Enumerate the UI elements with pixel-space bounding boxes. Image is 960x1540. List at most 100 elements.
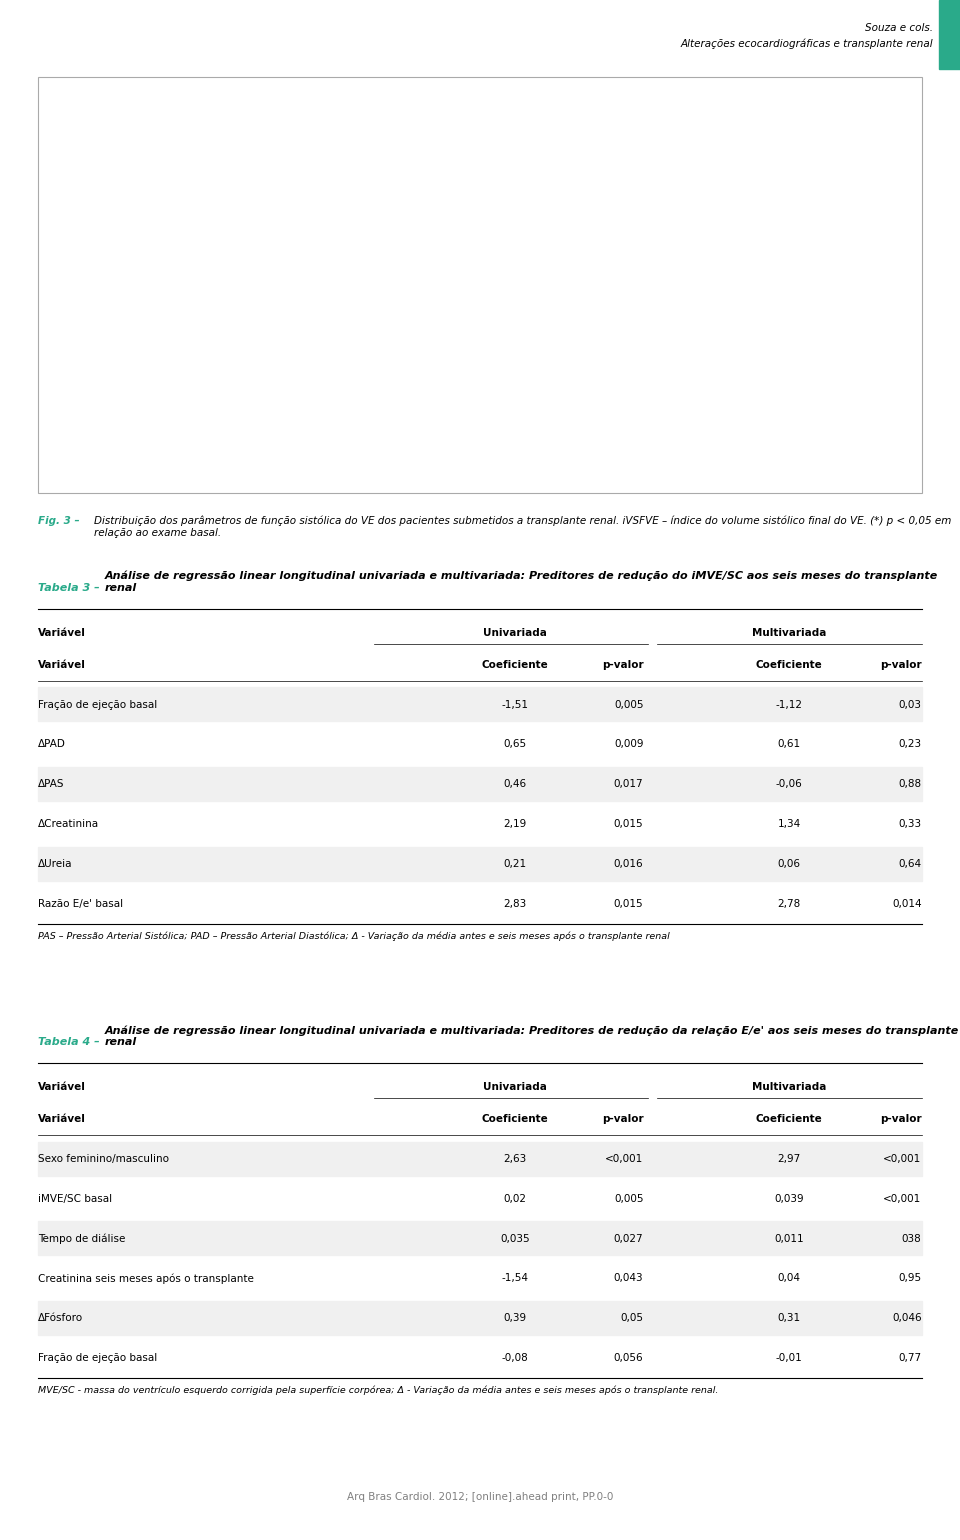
Text: Arq Bras Cardiol. 2012; [online].ahead print, PP.0-0: Arq Bras Cardiol. 2012; [online].ahead p… [347, 1492, 613, 1502]
Text: <0,001: <0,001 [605, 1153, 643, 1164]
Text: <0,001: <0,001 [883, 1194, 922, 1204]
Text: 21,9: 21,9 [676, 376, 695, 385]
Text: Univariada: Univariada [484, 628, 547, 638]
Text: iMVE/SC basal: iMVE/SC basal [38, 1194, 112, 1204]
Text: 69,7: 69,7 [146, 99, 165, 106]
Text: 0,77: 0,77 [899, 1354, 922, 1363]
Text: 0,016: 0,016 [613, 859, 643, 869]
Text: Variável: Variável [38, 628, 86, 638]
Text: Coeficiente: Coeficiente [756, 1113, 823, 1124]
Bar [440, 291, 470, 470]
Bar [336, 314, 367, 470]
Legend: basal, um mês, três meses, seis meses: basal, um mês, três meses, seis meses [755, 145, 850, 222]
Text: Coeficiente: Coeficiente [482, 1113, 549, 1124]
Text: ΔCreatinina: ΔCreatinina [38, 819, 100, 829]
Text: 0,39: 0,39 [504, 1314, 527, 1323]
Text: Souza e cols.: Souza e cols. [865, 23, 933, 32]
Text: ΔPAD: ΔPAD [38, 739, 66, 750]
Text: Tabela 3 –: Tabela 3 – [38, 584, 104, 593]
Text: 36,7: 36,7 [342, 303, 361, 313]
Text: Tabela 4 –: Tabela 4 – [38, 1038, 104, 1047]
Text: Fração de ejeção basal: Fração de ejeção basal [38, 1354, 157, 1363]
Text: 0,005: 0,005 [613, 1194, 643, 1204]
Text: 39,9: 39,9 [376, 271, 396, 280]
Text: 0,23: 0,23 [899, 739, 922, 750]
Text: Sexo feminino/masculino: Sexo feminino/masculino [38, 1153, 169, 1164]
Bar [106, 146, 136, 470]
Bar [405, 293, 436, 470]
Text: *: * [452, 276, 458, 285]
Text: Análise de regressão linear longitudinal univariada e multivariada: Preditores d: Análise de regressão linear longitudinal… [105, 1026, 959, 1047]
Text: *: * [613, 368, 619, 377]
Text: 40,8: 40,8 [445, 266, 465, 274]
Text: p-valor: p-valor [602, 1113, 643, 1124]
Text: 71,1: 71,1 [215, 89, 234, 99]
Text: 0,88: 0,88 [899, 779, 922, 788]
Text: Razão E/e' basal: Razão E/e' basal [38, 899, 124, 909]
Text: Coeficiente: Coeficiente [482, 659, 549, 670]
Text: -1,54: -1,54 [502, 1274, 529, 1283]
Text: 0,06: 0,06 [778, 859, 801, 869]
Text: 0,056: 0,056 [613, 1354, 643, 1363]
Text: Análise de regressão linear longitudinal univariada e multivariada: Preditores d: Análise de regressão linear longitudinal… [105, 571, 938, 593]
Text: 0,61: 0,61 [778, 739, 801, 750]
Text: 0,02: 0,02 [504, 1194, 527, 1204]
Text: p-valor: p-valor [602, 659, 643, 670]
Text: 0,95: 0,95 [899, 1274, 922, 1283]
Text: 2,97: 2,97 [778, 1153, 801, 1164]
Text: 2,83: 2,83 [504, 899, 527, 909]
Text: Multivariada: Multivariada [752, 628, 827, 638]
Text: 0,005: 0,005 [613, 699, 643, 710]
Text: Distribuição dos parâmetros de função sistólica do VE dos pacientes submetidos a: Distribuição dos parâmetros de função si… [94, 516, 951, 537]
Bar [566, 354, 597, 470]
Text: <0,001: <0,001 [883, 1153, 922, 1164]
Text: 0,015: 0,015 [613, 819, 643, 829]
Text: 0,014: 0,014 [892, 899, 922, 909]
Text: Variável: Variável [38, 659, 86, 670]
Text: 40,5: 40,5 [411, 268, 430, 276]
Text: 038: 038 [901, 1234, 922, 1243]
Text: Coeficiente: Coeficiente [756, 659, 823, 670]
Text: *: * [153, 108, 158, 117]
Text: 0,011: 0,011 [775, 1234, 804, 1243]
Text: 0,31: 0,31 [778, 1314, 801, 1323]
Bar [636, 394, 666, 470]
Text: *: * [383, 280, 389, 291]
Text: Fração de ejeção basal: Fração de ejeção basal [38, 699, 157, 710]
Text: ΔUreia: ΔUreia [38, 859, 73, 869]
Text: 0,03: 0,03 [899, 699, 922, 710]
Text: 0,21: 0,21 [504, 859, 527, 869]
Text: 23,0: 23,0 [641, 370, 660, 377]
Text: 0,046: 0,046 [892, 1314, 922, 1323]
Text: Multivariada: Multivariada [752, 1083, 827, 1092]
Text: p-valor: p-valor [880, 659, 922, 670]
Text: 2,63: 2,63 [504, 1153, 527, 1164]
Text: -1,12: -1,12 [776, 699, 803, 710]
Text: Fig. 3 –: Fig. 3 – [38, 516, 84, 525]
Text: *: * [648, 379, 654, 388]
Text: 0,46: 0,46 [504, 779, 527, 788]
Text: ΔPAS: ΔPAS [38, 779, 65, 788]
Text: 0,65: 0,65 [504, 739, 527, 750]
Text: p-valor: p-valor [880, 1113, 922, 1124]
Text: 2,78: 2,78 [778, 899, 801, 909]
Text: PAS – Pressão Arterial Sistólica; PAD – Pressão Arterial Diastólica; Δ - Variaçã: PAS – Pressão Arterial Sistólica; PAD – … [38, 932, 670, 941]
Text: *: * [683, 385, 688, 394]
Text: ΔFósforo: ΔFósforo [38, 1314, 84, 1323]
Text: Variável: Variável [38, 1113, 86, 1124]
Bar [175, 116, 205, 470]
Text: 0,05: 0,05 [620, 1314, 643, 1323]
Text: -0,08: -0,08 [502, 1354, 529, 1363]
Text: 0,039: 0,039 [775, 1194, 804, 1204]
Text: 0,009: 0,009 [613, 739, 643, 750]
Text: 29,9: 29,9 [572, 343, 591, 351]
Bar [140, 123, 171, 470]
Bar [601, 383, 632, 470]
Text: MVE/SC - massa do ventrículo esquerdo corrigida pela superfície corpórea; Δ - Va: MVE/SC - massa do ventrículo esquerdo co… [38, 1386, 719, 1395]
Text: Variável: Variável [38, 1083, 86, 1092]
Text: 1,34: 1,34 [778, 819, 801, 829]
Text: 0,015: 0,015 [613, 899, 643, 909]
Text: *: * [222, 99, 228, 109]
Text: 0,33: 0,33 [899, 819, 922, 829]
Text: *: * [418, 277, 423, 286]
